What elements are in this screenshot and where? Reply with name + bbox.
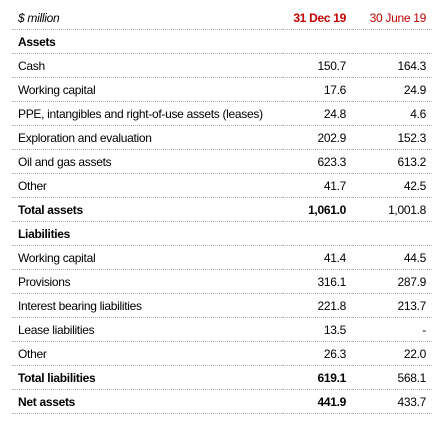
row-label: Interest bearing liabilities xyxy=(12,293,282,318)
row-label: Exploration and evaluation xyxy=(12,125,282,150)
row-label: Total assets xyxy=(12,197,282,222)
value-cell xyxy=(282,221,352,246)
table-row: Oil and gas assets 623.3 613.2 xyxy=(12,149,432,174)
value-cell: 623.3 xyxy=(282,149,352,174)
table-row: Net assets 441.9 433.7 xyxy=(12,389,432,414)
table-row: Assets xyxy=(12,29,432,54)
value-cell: 619.1 xyxy=(282,365,352,390)
table-row: Lease liabilities 13.5- xyxy=(12,317,432,342)
value-cell: 41.7 xyxy=(282,173,352,198)
header-col: 31 Dec 19 xyxy=(282,6,352,30)
table-row: Other 41.7 42.5 xyxy=(12,173,432,198)
table-row: Total assets 1,061.0 1,001.8 xyxy=(12,197,432,222)
table-row: Total liabilities 619.1 568.1 xyxy=(12,365,432,390)
value-cell xyxy=(352,221,432,246)
value-cell: - xyxy=(352,317,432,342)
value-cell xyxy=(282,29,352,54)
table-row: Liabilities xyxy=(12,221,432,246)
value-cell: 287.9 xyxy=(352,269,432,294)
row-label: Cash xyxy=(12,53,282,78)
table-row: Working capital 17.6 24.9 xyxy=(12,77,432,102)
value-cell: 24.8 xyxy=(282,101,352,126)
row-label: Other xyxy=(12,173,282,198)
row-label: Total liabilities xyxy=(12,365,282,390)
value-cell: 17.6 xyxy=(282,77,352,102)
row-label: Liabilities xyxy=(12,221,282,246)
row-label: PPE, intangibles and right-of-use assets… xyxy=(12,101,282,126)
value-cell: 22.0 xyxy=(352,341,432,366)
value-cell: 164.3 xyxy=(352,53,432,78)
value-cell: 41.4 xyxy=(282,245,352,270)
value-cell: 44.5 xyxy=(352,245,432,270)
value-cell: 4.6 xyxy=(352,101,432,126)
table-row: PPE, intangibles and right-of-use assets… xyxy=(12,101,432,126)
header-label: $ million xyxy=(12,6,282,30)
header-row: $ million 31 Dec 19 30 June 19 xyxy=(12,6,432,30)
balance-table: $ million 31 Dec 19 30 June 19 Assets Cas… xyxy=(12,6,432,414)
header-col: 30 June 19 xyxy=(352,6,432,30)
table-row: Working capital 41.4 44.5 xyxy=(12,245,432,270)
table-row: Interest bearing liabilities 221.8 213.7 xyxy=(12,293,432,318)
value-cell: 316.1 xyxy=(282,269,352,294)
value-cell: 613.2 xyxy=(352,149,432,174)
value-cell: 26.3 xyxy=(282,341,352,366)
value-cell: 221.8 xyxy=(282,293,352,318)
table-row: Cash 150.7 164.3 xyxy=(12,53,432,78)
value-cell xyxy=(352,29,432,54)
value-cell: 152.3 xyxy=(352,125,432,150)
value-cell: 42.5 xyxy=(352,173,432,198)
row-label: Net assets xyxy=(12,389,282,414)
value-cell: 568.1 xyxy=(352,365,432,390)
table-row: Exploration and evaluation 202.9 152.3 xyxy=(12,125,432,150)
row-label: Oil and gas assets xyxy=(12,149,282,174)
row-label: Lease liabilities xyxy=(12,317,282,342)
row-label: Working capital xyxy=(12,245,282,270)
value-cell: 202.9 xyxy=(282,125,352,150)
value-cell: 1,001.8 xyxy=(352,197,432,222)
row-label: Provisions xyxy=(12,269,282,294)
row-label: Other xyxy=(12,341,282,366)
row-label: Working capital xyxy=(12,77,282,102)
value-cell: 24.9 xyxy=(352,77,432,102)
table-row: Provisions 316.1 287.9 xyxy=(12,269,432,294)
value-cell: 213.7 xyxy=(352,293,432,318)
value-cell: 13.5 xyxy=(282,317,352,342)
table-row: Other 26.3 22.0 xyxy=(12,341,432,366)
value-cell: 150.7 xyxy=(282,53,352,78)
value-cell: 1,061.0 xyxy=(282,197,352,222)
value-cell: 441.9 xyxy=(282,389,352,414)
row-label: Assets xyxy=(12,29,282,54)
value-cell: 433.7 xyxy=(352,389,432,414)
